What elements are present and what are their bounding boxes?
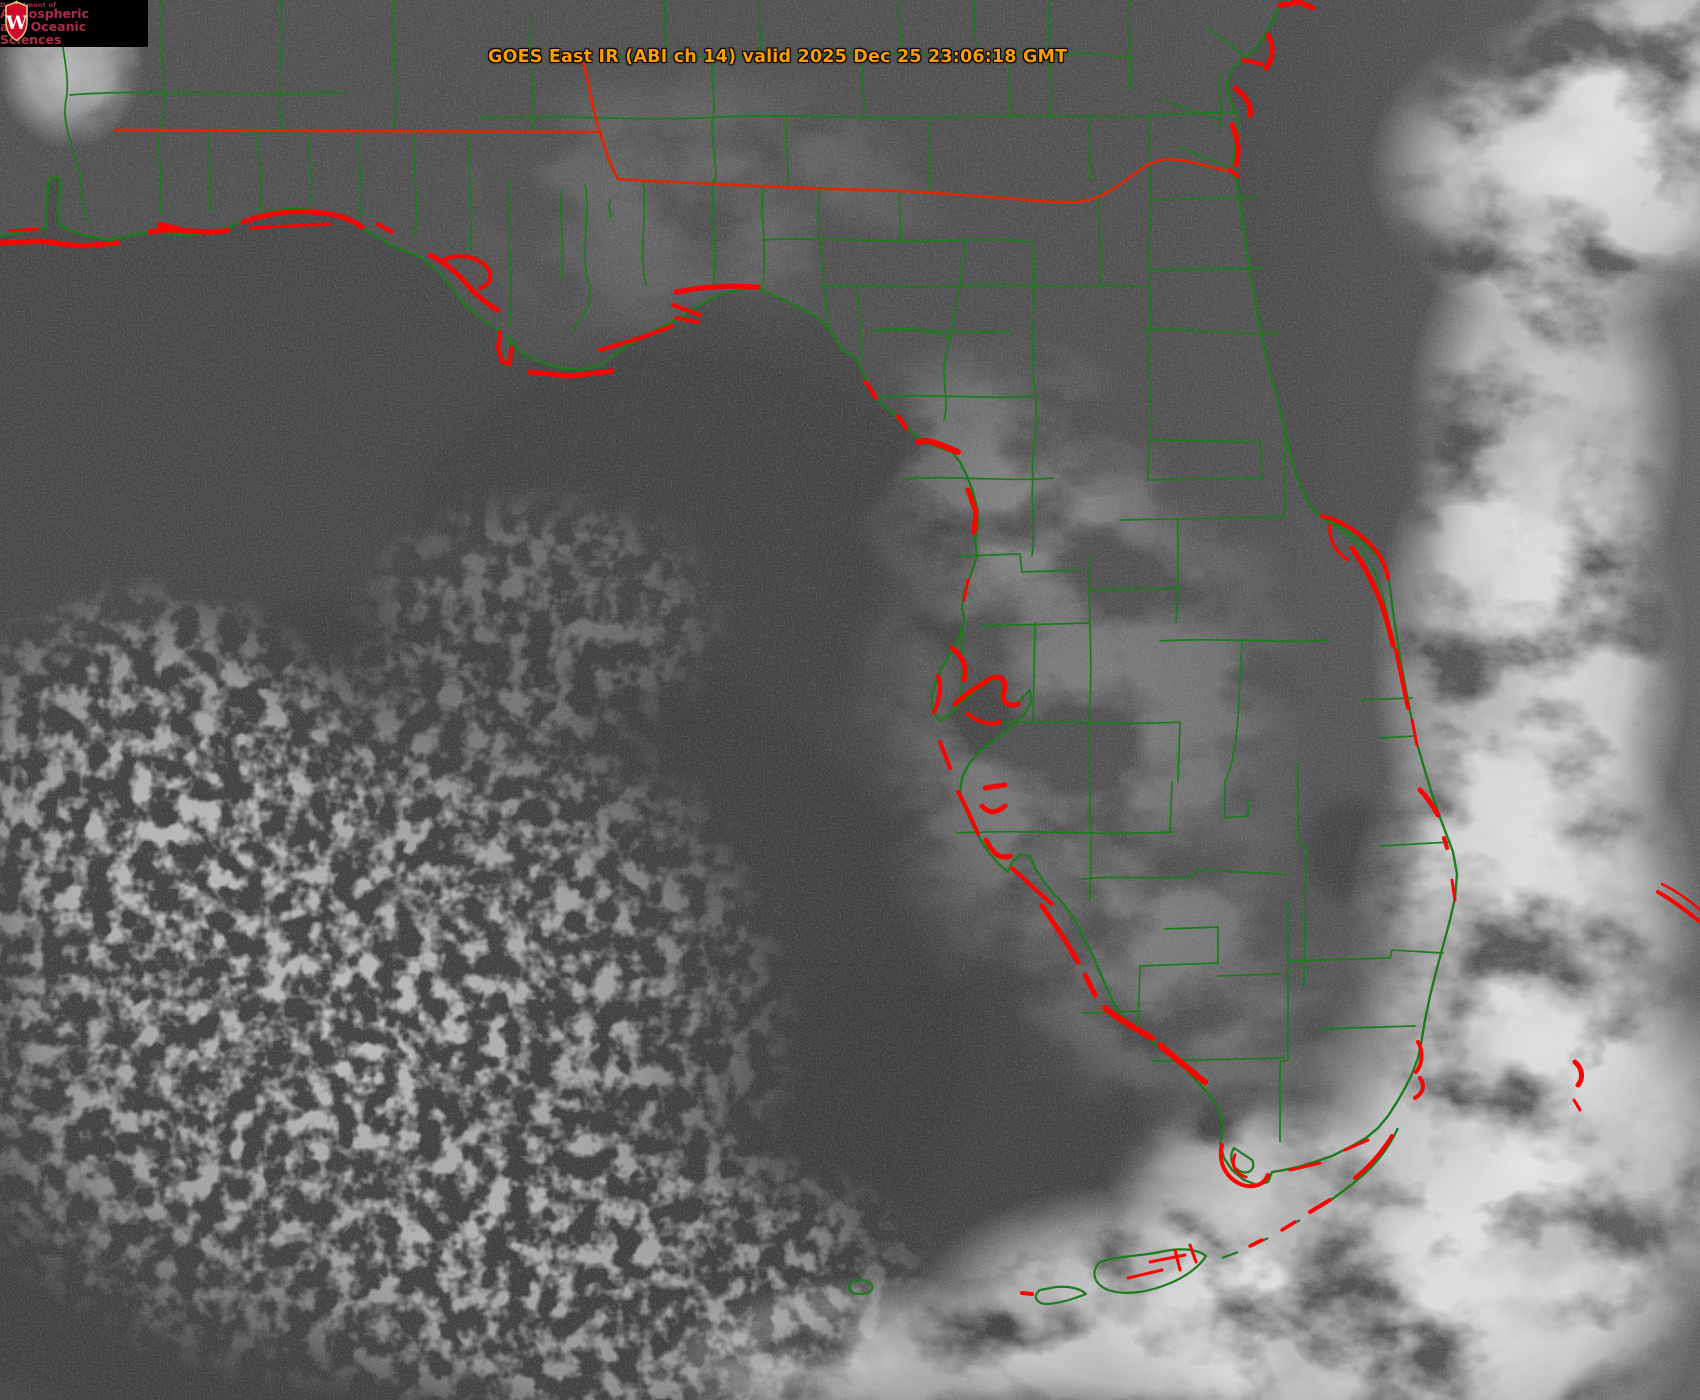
- florida-keys-outline: [848, 1127, 1400, 1306]
- state-borders-layer: [113, 60, 1235, 204]
- logo-dept-prefix: Department of: [0, 0, 57, 9]
- uw-crest-icon: W: [5, 0, 28, 42]
- university-logo: W Department of Atmospheric and Oceanic …: [0, 0, 148, 47]
- map-title: GOES East IR (ABI ch 14) valid 2025 Dec …: [488, 47, 1068, 67]
- bahamas-hot-marks: [1572, 882, 1700, 1112]
- hot-coastline-layer: [0, 0, 1700, 1296]
- svg-text:W: W: [5, 12, 28, 34]
